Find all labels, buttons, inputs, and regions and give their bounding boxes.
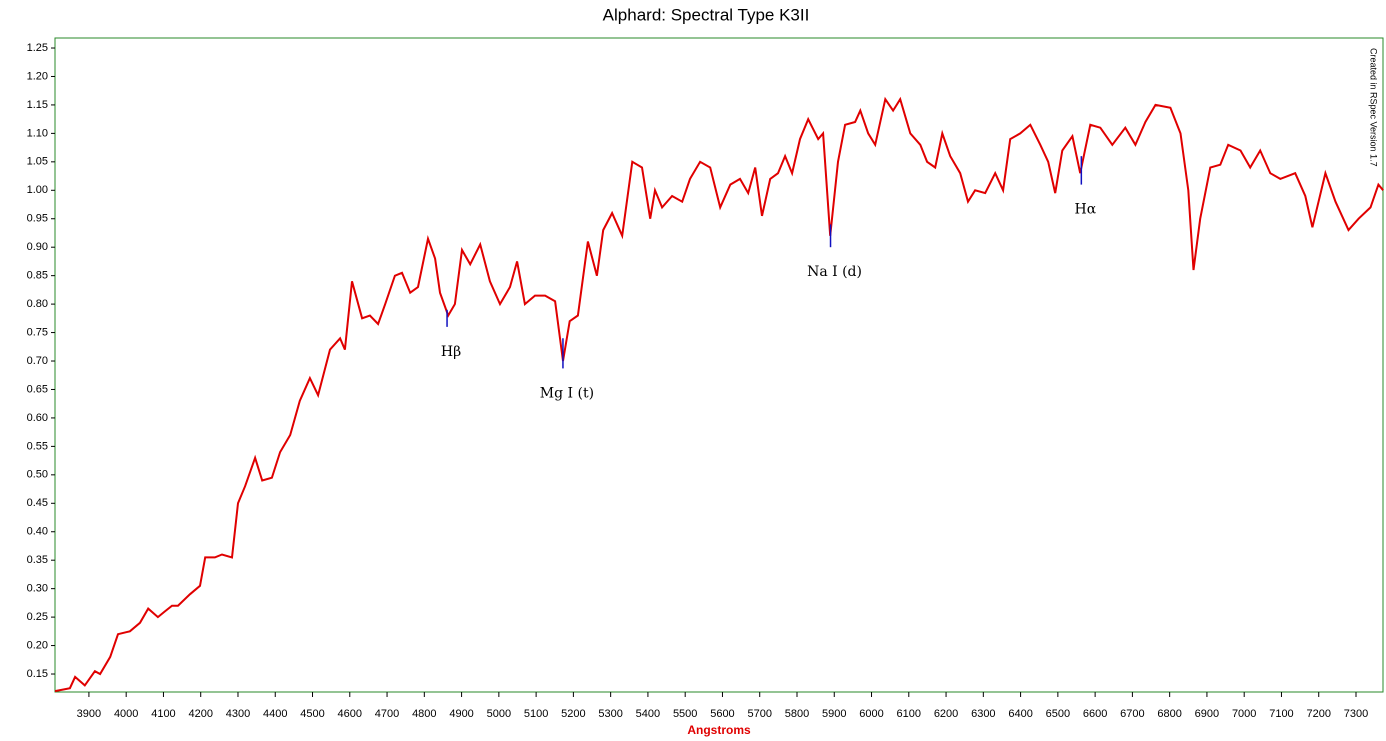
- chart-title: Alphard: Spectral Type K3II: [603, 5, 810, 24]
- y-tick-label: 0.95: [27, 213, 48, 225]
- x-tick-label: 5400: [636, 708, 660, 720]
- y-tick-label: 1.10: [27, 127, 48, 139]
- x-tick-label: 4600: [338, 708, 362, 720]
- y-tick-label: 0.65: [27, 383, 48, 395]
- y-tick-label: 0.70: [27, 355, 48, 367]
- line-label: Na I (d): [807, 264, 862, 280]
- x-tick-label: 6100: [897, 708, 921, 720]
- x-tick-label: 6900: [1195, 708, 1219, 720]
- x-tick-label: 5200: [561, 708, 585, 720]
- plot-frame: [54, 37, 1384, 693]
- y-tick-label: 0.15: [27, 668, 48, 680]
- y-tick-label: 1.20: [27, 70, 48, 82]
- x-tick-label: 7000: [1232, 708, 1256, 720]
- x-tick-label: 4400: [263, 708, 287, 720]
- x-tick-label: 5600: [710, 708, 734, 720]
- y-tick-label: 0.85: [27, 270, 48, 282]
- x-tick-label: 6600: [1083, 708, 1107, 720]
- x-tick-label: 6700: [1120, 708, 1144, 720]
- x-tick-label: 6800: [1157, 708, 1181, 720]
- y-tick-label: 0.60: [27, 412, 48, 424]
- x-tick-label: 7200: [1306, 708, 1330, 720]
- x-tick-label: 7100: [1269, 708, 1293, 720]
- y-tick-label: 0.20: [27, 639, 48, 651]
- x-tick-label: 6500: [1046, 708, 1070, 720]
- x-tick-label: 3900: [77, 708, 101, 720]
- x-tick-label: 6400: [1008, 708, 1032, 720]
- y-tick-label: 0.75: [27, 326, 48, 338]
- x-tick-label: 5800: [785, 708, 809, 720]
- x-tick-label: 4700: [375, 708, 399, 720]
- x-tick-label: 4900: [449, 708, 473, 720]
- x-tick-label: 5500: [673, 708, 697, 720]
- x-tick-label: 5100: [524, 708, 548, 720]
- y-tick-label: 0.40: [27, 526, 48, 538]
- y-tick-label: 1.00: [27, 184, 48, 196]
- side-note: Created in RSpec Version 1.7: [1369, 48, 1379, 167]
- x-tick-label: 5000: [487, 708, 511, 720]
- x-tick-label: 4800: [412, 708, 436, 720]
- x-tick-label: 4100: [151, 708, 175, 720]
- y-tick-label: 0.90: [27, 241, 48, 253]
- spectrum-line: [54, 96, 1384, 693]
- x-tick-label: 5900: [822, 708, 846, 720]
- x-tick-label: 6200: [934, 708, 958, 720]
- y-tick-label: 0.35: [27, 554, 48, 566]
- line-label: Hβ: [441, 344, 461, 360]
- x-tick-label: 4000: [114, 708, 138, 720]
- y-tick-label: 1.25: [27, 42, 48, 54]
- x-tick-label: 4200: [188, 708, 212, 720]
- x-tick-label: 6000: [859, 708, 883, 720]
- y-tick-label: 0.30: [27, 583, 48, 595]
- y-tick-label: 1.05: [27, 156, 48, 168]
- x-tick-label: 5700: [747, 708, 771, 720]
- y-tick-label: 0.45: [27, 497, 48, 509]
- x-tick-label: 6300: [971, 708, 995, 720]
- y-tick-label: 1.15: [27, 99, 48, 111]
- y-tick-label: 0.80: [27, 298, 48, 310]
- line-label: Mg I (t): [540, 385, 594, 401]
- x-axis-label: Angstroms: [687, 723, 751, 737]
- y-tick-label: 0.55: [27, 440, 48, 452]
- x-tick-label: 4300: [226, 708, 250, 720]
- y-tick-label: 0.25: [27, 611, 48, 623]
- x-tick-label: 5300: [598, 708, 622, 720]
- x-tick-label: 7300: [1344, 708, 1368, 720]
- x-tick-label: 4500: [300, 708, 324, 720]
- line-label: Hα: [1075, 202, 1097, 218]
- y-tick-label: 0.50: [27, 469, 48, 481]
